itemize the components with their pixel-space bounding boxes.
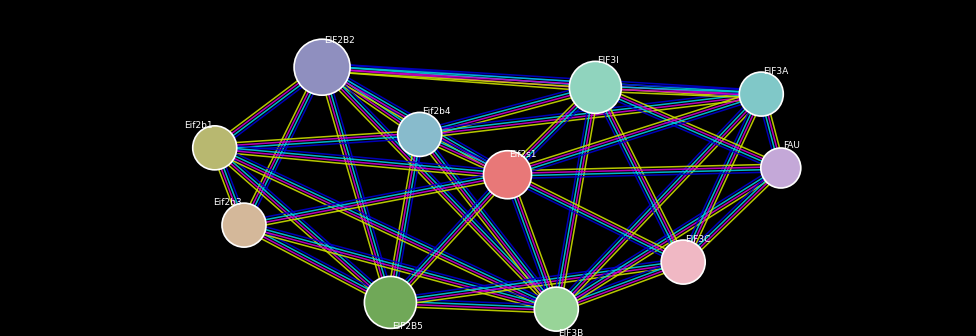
Text: EIF3I: EIF3I: [597, 56, 619, 66]
Circle shape: [545, 297, 568, 321]
Circle shape: [397, 113, 442, 156]
Text: EIF3C: EIF3C: [685, 235, 711, 244]
Circle shape: [232, 213, 256, 237]
Text: EIF2B2: EIF2B2: [324, 36, 355, 45]
Circle shape: [364, 277, 417, 328]
Circle shape: [222, 203, 266, 247]
Circle shape: [408, 122, 431, 146]
Text: Eif2b3: Eif2b3: [214, 198, 242, 207]
Text: EIF3A: EIF3A: [763, 67, 789, 76]
Circle shape: [661, 240, 706, 284]
Text: Eif2b1: Eif2b1: [184, 121, 213, 130]
Circle shape: [192, 126, 237, 170]
Text: EIF3B: EIF3B: [558, 329, 584, 336]
Circle shape: [376, 288, 405, 317]
Text: FAU: FAU: [783, 141, 799, 150]
Circle shape: [494, 162, 521, 188]
Circle shape: [739, 72, 784, 116]
Circle shape: [483, 151, 532, 199]
Text: EIF2B5: EIF2B5: [392, 323, 424, 331]
Circle shape: [306, 52, 338, 83]
Circle shape: [581, 73, 610, 102]
Text: Eif2b4: Eif2b4: [422, 108, 450, 116]
Circle shape: [770, 157, 792, 179]
Circle shape: [750, 82, 773, 106]
Circle shape: [761, 148, 800, 188]
Circle shape: [671, 250, 695, 274]
Circle shape: [203, 136, 226, 160]
Circle shape: [534, 287, 579, 331]
Text: Eif2s1: Eif2s1: [509, 150, 537, 159]
Circle shape: [294, 39, 350, 95]
Circle shape: [569, 61, 622, 113]
